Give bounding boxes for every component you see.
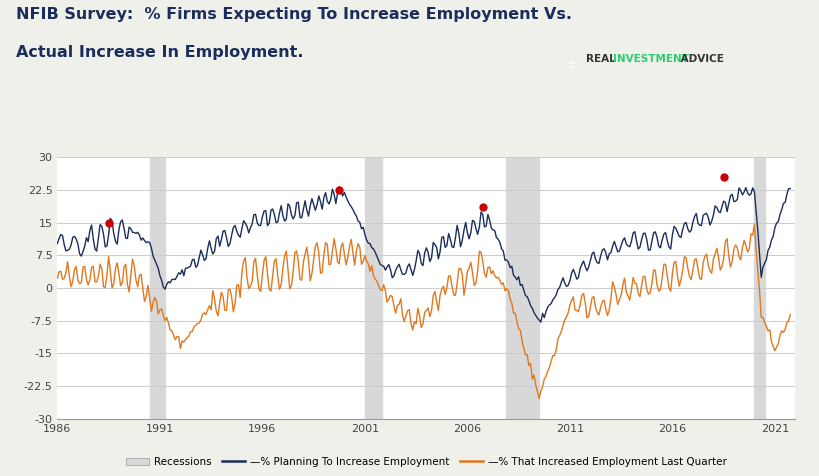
Bar xyxy=(753,157,764,419)
Text: INVESTMENT: INVESTMENT xyxy=(613,54,689,65)
Text: ::: :: xyxy=(568,60,575,70)
Text: ADVICE: ADVICE xyxy=(676,54,723,65)
Legend: Recessions, —% Planning To Increase Employment, —% That Increased Employment Las: Recessions, —% Planning To Increase Empl… xyxy=(121,453,731,471)
Bar xyxy=(506,157,539,419)
Bar xyxy=(364,157,382,419)
Text: NFIB Survey:  % Firms Expecting To Increase Employment Vs.: NFIB Survey: % Firms Expecting To Increa… xyxy=(16,7,572,22)
Text: Actual Increase In Employment.: Actual Increase In Employment. xyxy=(16,45,304,60)
Bar xyxy=(150,157,165,419)
Text: REAL: REAL xyxy=(586,54,619,65)
